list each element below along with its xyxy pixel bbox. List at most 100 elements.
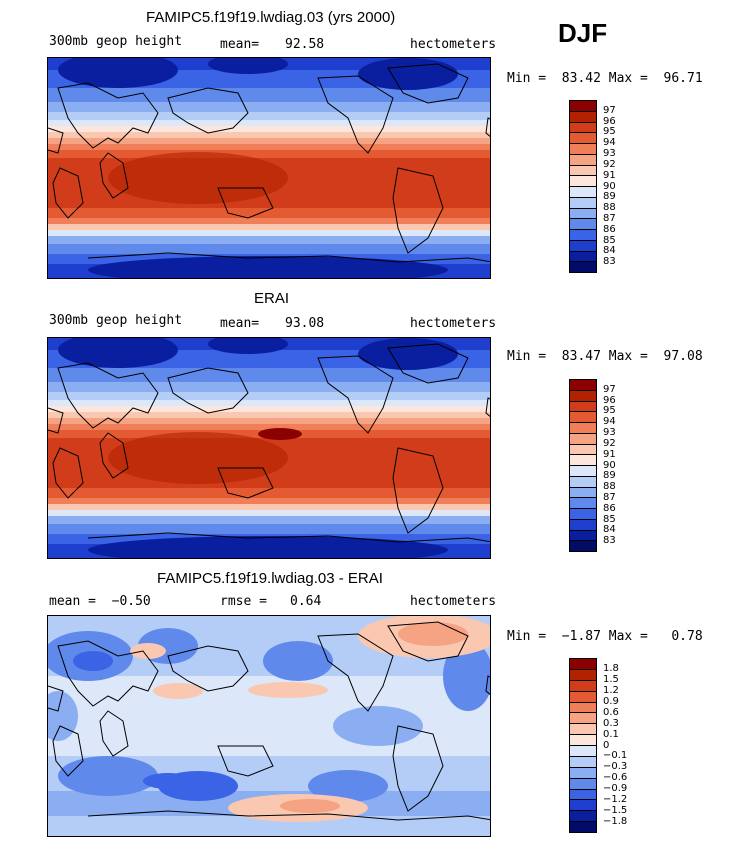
panel3-map [47,615,491,837]
colorbar-tick-label: 96 [603,115,616,127]
colorbar-tick-label: 94 [603,416,616,428]
panel1-variable: 300mb geop height [49,34,183,49]
panel1-mean-value: 92.58 [285,37,325,52]
colorbar-tick-label: −0.6 [603,772,628,784]
colorbar-swatch [570,755,596,767]
panel3-minmax: Min = −1.87 Max = 0.78 [507,629,703,644]
panel2-title: ERAI [254,290,290,307]
colorbar-tick-label: 88 [603,202,616,214]
colorbar-tick-label: −0.3 [603,761,628,773]
colorbar-swatch [570,153,596,165]
colorbar-tick-label: 0.3 [603,717,619,729]
colorbar-tick-label: 1.2 [603,684,619,696]
colorbar-swatch [570,380,596,390]
colorbar-tick-label: 0.9 [603,695,619,707]
colorbar-swatch [570,508,596,519]
panel2-colorbar [569,379,597,552]
colorbar-tick-label: 0.1 [603,728,619,740]
panel1-mean-label: mean= [220,37,260,52]
colorbar-tick-label: 92 [603,437,616,449]
colorbar-tick-label: 86 [603,502,616,514]
colorbar-tick-label: 90 [603,180,616,192]
colorbar-swatch [570,497,596,508]
contour-map [48,338,490,558]
colorbar-swatch [570,261,596,272]
colorbar-tick-label: 0 [603,739,610,751]
colorbar-swatch [570,690,596,702]
colorbar-swatch [570,164,596,176]
colorbar-swatch [570,454,596,465]
panel3-mean: mean = −0.50 [49,594,151,609]
colorbar-tick-label: 85 [603,234,616,246]
colorbar-swatch [570,788,596,800]
colorbar-tick-label: 92 [603,158,616,170]
colorbar-swatch [570,821,596,832]
colorbar-swatch [570,701,596,713]
colorbar-tick-label: 93 [603,148,616,160]
colorbar-swatch [570,400,596,412]
colorbar-swatch [570,679,596,691]
colorbar-tick-label: 91 [603,169,616,181]
colorbar-swatch [570,745,596,756]
colorbar-tick-label: 91 [603,448,616,460]
colorbar-swatch [570,101,596,111]
colorbar-tick-label: −1.2 [603,794,628,806]
panel3-rmse-label: rmse = [220,594,267,609]
season-label: DJF [558,18,608,48]
colorbar-swatch [570,239,596,251]
colorbar-tick-label: 97 [603,383,616,395]
panel3-colorbar [569,658,597,833]
colorbar-swatch [570,712,596,724]
colorbar-tick-label: 86 [603,223,616,235]
colorbar-swatch [570,121,596,133]
colorbar-swatch [570,777,596,789]
panel1-units: hectometers [410,37,497,52]
panel1-title: FAMIPC5.f19f19.lwdiag.03 (yrs 2000) [146,9,396,26]
panel2-units: hectometers [410,316,497,331]
colorbar-swatch [570,389,596,401]
colorbar-swatch [570,422,596,433]
panel1-colorbar [569,100,597,273]
colorbar-swatch [570,799,596,811]
colorbar-swatch [570,443,596,455]
colorbar-tick-label: −0.1 [603,750,628,762]
colorbar-swatch [570,810,596,822]
colorbar-swatch [570,143,596,154]
colorbar-tick-label: 97 [603,104,616,116]
colorbar-tick-label: 83 [603,535,616,547]
colorbar-tick-label: −1.5 [603,805,628,817]
colorbar-swatch [570,110,596,122]
contour-map [48,58,490,278]
colorbar-swatch [570,229,596,240]
contour-map [48,616,490,836]
panel3-rmse-value: 0.64 [290,594,322,609]
colorbar-swatch [570,186,596,197]
colorbar-tick-label: 89 [603,470,616,482]
colorbar-tick-label: 1.5 [603,673,619,685]
colorbar-tick-label: 93 [603,427,616,439]
panel1-minmax: Min = 83.42 Max = 96.71 [507,71,703,86]
colorbar-tick-label: 87 [603,212,616,224]
panel2-variable: 300mb geop height [49,313,183,328]
panel3-units: hectometers [410,594,497,609]
colorbar-tick-label: 0.6 [603,706,619,718]
panel3-title: FAMIPC5.f19f19.lwdiag.03 - ERAI [157,570,383,587]
colorbar-swatch [570,475,596,487]
colorbar-tick-label: −0.9 [603,783,628,795]
colorbar-swatch [570,218,596,229]
colorbar-tick-label: 88 [603,481,616,493]
colorbar-swatch [570,766,596,778]
colorbar-tick-label: 94 [603,137,616,149]
colorbar-swatch [570,250,596,262]
colorbar-swatch [570,196,596,208]
panel1-map [47,57,491,279]
panel2-map [47,337,491,559]
colorbar-swatch [570,175,596,186]
colorbar-tick-label: 95 [603,126,616,138]
colorbar-tick-label: 87 [603,491,616,503]
colorbar-tick-label: −1.8 [603,816,628,828]
panel2-mean-value: 93.08 [285,316,325,331]
colorbar-swatch [570,540,596,551]
colorbar-swatch [570,659,596,669]
colorbar-swatch [570,668,596,680]
